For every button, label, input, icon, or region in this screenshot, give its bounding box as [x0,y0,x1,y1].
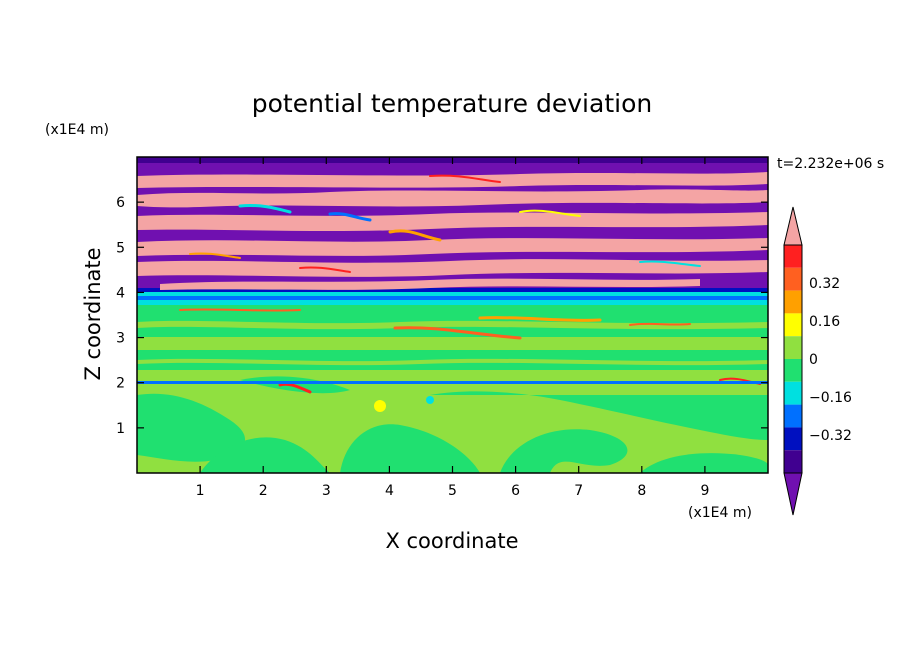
y-tick-label: 4 [116,285,125,301]
lower-lime-streaks [137,320,768,366]
blue-band-z2 [137,381,768,384]
y-axis: 1 2 3 4 5 6 [116,195,768,437]
x-axis-title: X coordinate [385,529,518,553]
x-tick-label: 3 [322,483,331,499]
yellow-blob [374,400,386,412]
colorbar-extend-bottom [783,472,803,516]
colorbar-segment [784,267,802,291]
colorbar: 0.32 0.16 0 −0.16 −0.32 [783,206,852,516]
x-tick-label: 7 [574,483,583,499]
x-tick-label: 5 [448,483,457,499]
cyan-blob [426,396,434,404]
colorbar-tick-label: 0 [809,352,818,368]
heatmap-field [137,157,768,473]
y-tick-label: 3 [116,331,125,347]
colorbar-tick-label: −0.16 [809,390,852,406]
blue-band [137,296,768,300]
colorbar-segment [784,450,802,473]
colorbar-tick-label: −0.32 [809,428,852,444]
y-tick-label: 1 [116,421,125,437]
colorbar-segment [784,359,802,382]
pink-bands [137,172,768,290]
colorbar-segment [784,290,802,314]
colorbar-tick-label: 0.32 [809,276,840,292]
x-tick-label: 9 [700,483,709,499]
colorbar-segment [784,245,802,268]
colorbar-extend-top [783,206,803,246]
y-tick-label: 6 [116,195,125,211]
x-tick-label: 2 [259,483,268,499]
x-tick-label: 4 [385,483,394,499]
colorbar-segment [784,336,802,359]
y-unit-label: (x1E4 m) [45,122,109,138]
y-tick-label: 2 [116,376,125,392]
colorbar-segment [784,427,802,451]
navy-band [137,287,768,292]
x-tick-label: 6 [511,483,520,499]
upper-filaments [189,174,701,273]
x-unit-label: (x1E4 m) [688,505,752,521]
chart-title: potential temperature deviation [252,89,652,118]
colorbar-segment [784,381,802,405]
x-tick-label: 1 [196,483,205,499]
x-tick-label: 8 [637,483,646,499]
y-tick-label: 5 [116,240,125,256]
time-label: t=2.232e+06 s [777,156,884,172]
x-axis: 1 2 3 4 5 6 7 8 9 [196,157,709,499]
y-axis-title: Z coordinate [81,247,105,380]
colorbar-tick-label: 0.16 [809,314,840,330]
colorbar-segment [784,404,802,428]
colorbar-segment [784,313,802,337]
